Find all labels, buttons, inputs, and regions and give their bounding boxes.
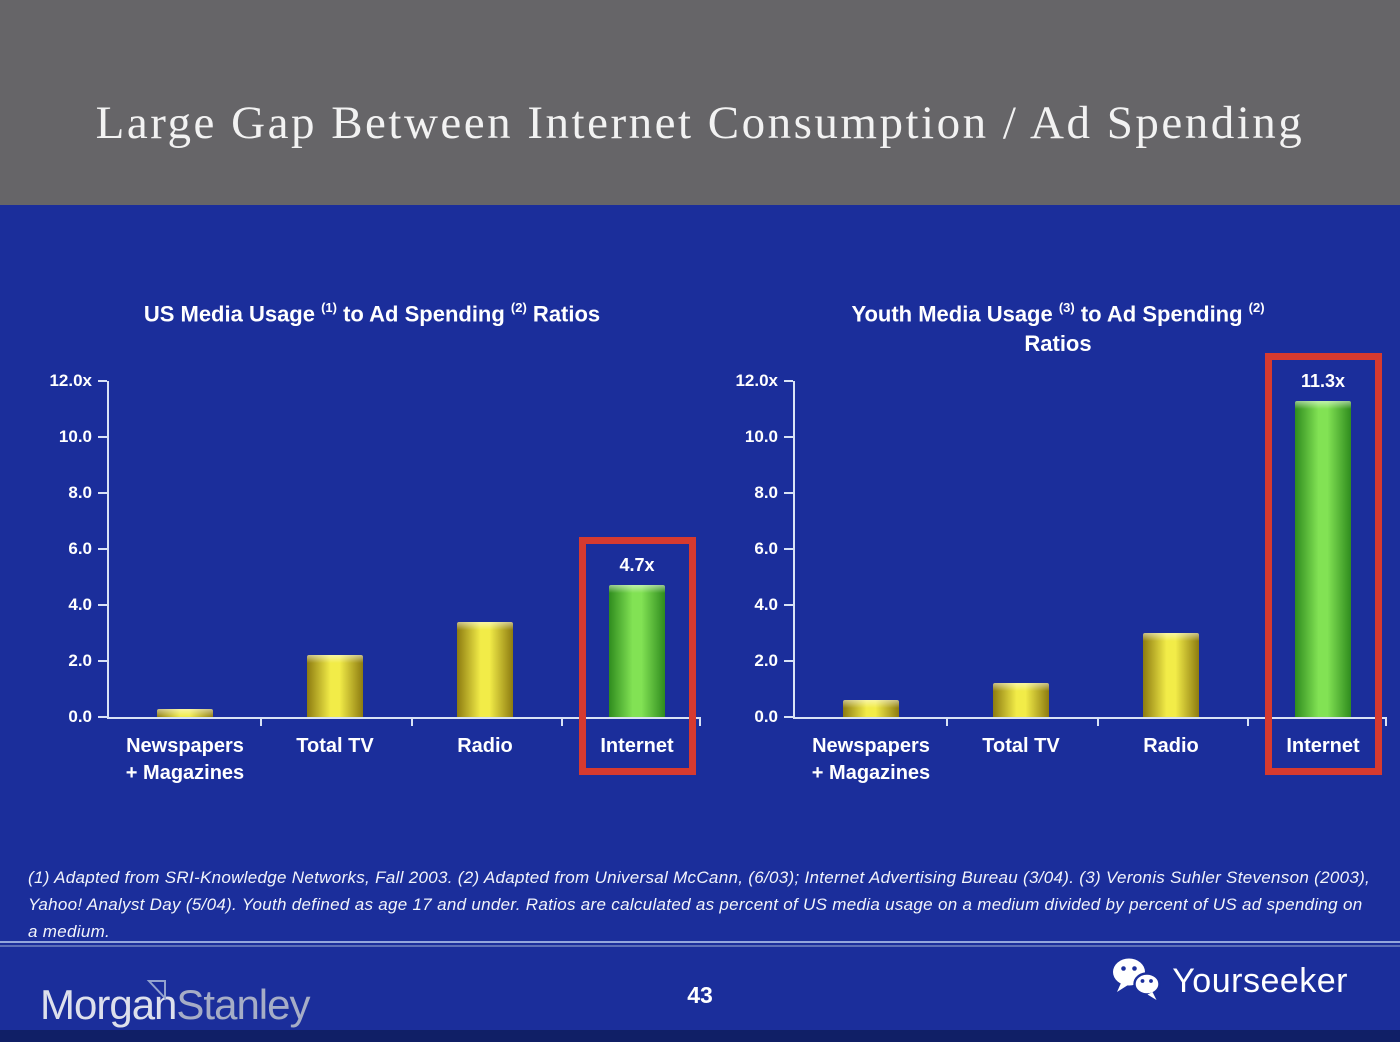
y-axis-tick-label: 12.0x — [49, 371, 92, 390]
chart-title: US Media Usage (1) to Ad Spending (2) Ra… — [143, 300, 601, 327]
y-axis-tick — [784, 548, 793, 550]
bar-radio — [1143, 633, 1199, 717]
y-axis-tick — [784, 380, 793, 382]
wechat-icon — [1110, 956, 1162, 1007]
bar-internet — [1295, 400, 1351, 717]
y-axis-tick — [98, 604, 107, 606]
y-axis-tick-label: 12.0x — [735, 371, 778, 390]
x-axis-tick — [411, 719, 413, 726]
y-axis-tick-label: 4.0 — [754, 595, 778, 614]
highlight-box — [579, 537, 696, 775]
chart-title: Youth Media Usage (3) to Ad Spending (2)… — [851, 300, 1265, 357]
y-axis-tick-label: 2.0 — [68, 651, 92, 670]
y-axis-tick — [784, 436, 793, 438]
x-axis-tick — [946, 719, 948, 726]
y-axis-tick — [98, 716, 107, 718]
y-axis-tick — [784, 716, 793, 718]
y-axis-tick-label: 4.0 — [68, 595, 92, 614]
y-axis-tick — [784, 660, 793, 662]
category-label: Total TV — [296, 735, 374, 757]
category-label: Radio — [1143, 735, 1199, 757]
y-axis-line — [793, 381, 795, 719]
bar-total-tv — [993, 683, 1049, 717]
y-axis-tick-label: 8.0 — [68, 483, 92, 502]
x-axis-line — [793, 717, 1387, 719]
y-axis-tick — [784, 604, 793, 606]
stanley-text: Stanley — [176, 981, 310, 1028]
bottom-strip — [0, 1030, 1400, 1042]
y-axis-tick-label: 6.0 — [754, 539, 778, 558]
y-axis-tick — [98, 660, 107, 662]
bar-total-tv — [307, 655, 363, 717]
bar-newspapers-magazines — [157, 708, 213, 717]
footer-rule-dark — [0, 945, 1400, 947]
morgan-stanley-logo: MorganStanley — [40, 980, 311, 1028]
y-axis-tick-label: 2.0 — [754, 651, 778, 670]
highlight-box — [1265, 352, 1382, 775]
page-number: 43 — [687, 982, 713, 1008]
footnote: (1) Adapted from SRI-Knowledge Networks,… — [28, 868, 1371, 941]
category-label: Internet — [1286, 735, 1360, 757]
y-axis-tick — [98, 380, 107, 382]
morgan-text: Morgan — [40, 981, 177, 1028]
y-axis-line — [107, 381, 109, 719]
x-axis-tick — [1385, 719, 1387, 726]
y-axis-tick — [98, 548, 107, 550]
bar-value-label: 4.7x — [619, 555, 655, 576]
yourseeker-watermark: Yourseeker — [1110, 956, 1348, 1007]
y-axis-tick-label: 8.0 — [754, 483, 778, 502]
category-label: Total TV — [982, 735, 1060, 757]
triangle-flag-icon — [146, 966, 170, 1010]
category-label: Newspapers + Magazines — [811, 735, 931, 784]
slide-title: Large Gap Between Internet Consumption /… — [95, 97, 1305, 149]
bar-newspapers-magazines — [843, 700, 899, 717]
y-axis-tick-label: 10.0 — [744, 427, 778, 446]
bar-internet — [609, 585, 665, 717]
y-axis-tick — [784, 492, 793, 494]
category-label: Radio — [457, 735, 513, 757]
x-axis-tick — [1097, 719, 1099, 726]
y-axis-tick-label: 10.0 — [58, 427, 92, 446]
header-band: Large Gap Between Internet Consumption /… — [0, 0, 1400, 205]
y-axis-tick-label: 6.0 — [68, 539, 92, 558]
x-axis-tick — [561, 719, 563, 726]
x-axis-tick — [260, 719, 262, 726]
bar-value-label: 11.3x — [1300, 370, 1346, 391]
y-axis-tick-label: 0.0 — [68, 707, 92, 726]
y-axis-tick — [98, 436, 107, 438]
y-axis-tick-label: 0.0 — [754, 707, 778, 726]
x-axis-tick — [699, 719, 701, 726]
category-label: Newspapers + Magazines — [125, 735, 245, 784]
youth-media-usage-chart: Youth Media Usage (3) to Ad Spending (2)… — [726, 270, 1390, 810]
footer-rule-light — [0, 941, 1400, 943]
x-axis-line — [107, 717, 701, 719]
category-label: Internet — [600, 735, 674, 757]
x-axis-tick — [1247, 719, 1249, 726]
y-axis-tick — [98, 492, 107, 494]
us-media-usage-chart: US Media Usage (1) to Ad Spending (2) Ra… — [40, 270, 704, 810]
bar-radio — [457, 621, 513, 717]
yourseeker-label: Yourseeker — [1172, 962, 1348, 1000]
